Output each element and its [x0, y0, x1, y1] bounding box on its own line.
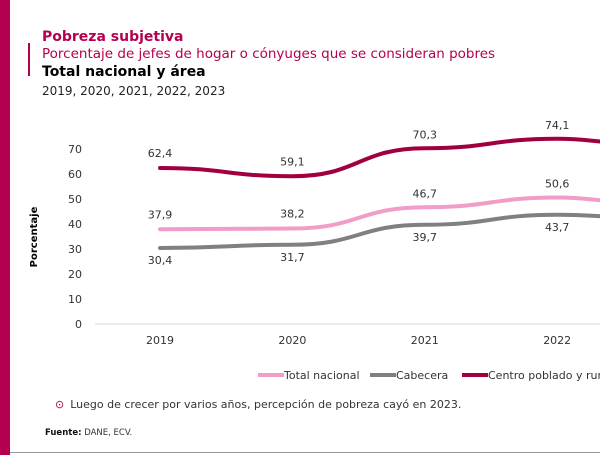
data-label: 37,9 [148, 208, 173, 221]
bottom-divider [10, 452, 600, 453]
data-label: 38,2 [280, 208, 305, 221]
data-label: 43,7 [545, 221, 570, 234]
data-label: 59,1 [280, 155, 305, 168]
x-tick-label: 2021 [411, 334, 439, 347]
data-label: 39,7 [413, 231, 438, 244]
series-line-1 [158, 212, 600, 250]
source-text: DANE, ECV. [84, 428, 133, 438]
y-tick-label: 0 [75, 318, 82, 331]
y-tick-label: 70 [68, 143, 82, 156]
source-label: Fuente: [45, 428, 82, 438]
chart-subtitle: Porcentaje de jefes de hogar o cónyuges … [42, 46, 496, 62]
note: ⊙ Luego de crecer por varios años, percep… [55, 398, 461, 411]
source: Fuente: DANE, ECV. [45, 428, 132, 438]
brand-side-bar [0, 0, 10, 455]
y-tick-label: 50 [68, 193, 82, 206]
y-tick-label: 10 [68, 293, 82, 306]
y-tick-label: 20 [68, 268, 82, 281]
x-tick-label: 2019 [146, 334, 174, 347]
data-label: 46,7 [413, 187, 438, 200]
title-accent-bar [28, 43, 30, 76]
y-tick-label: 60 [68, 168, 82, 181]
data-label: 70,3 [413, 128, 438, 141]
legend-label: Cabecera [396, 369, 448, 382]
note-text: Luego de crecer por varios años, percepc… [70, 398, 462, 411]
y-tick-label: 40 [68, 218, 82, 231]
data-label: 62,4 [148, 147, 173, 160]
x-tick-label: 2022 [543, 334, 571, 347]
x-tick-label: 2020 [278, 334, 306, 347]
data-label: 74,1 [545, 119, 570, 132]
circle-dot-icon: ⊙ [55, 398, 65, 411]
chart-years: 2019, 2020, 2021, 2022, 2023 [42, 84, 226, 98]
y-tick-label: 30 [68, 243, 82, 256]
chart-scope: Total nacional y área [42, 64, 206, 80]
y-axis-label: Porcentaje [29, 206, 40, 267]
data-label: 30,4 [148, 254, 173, 267]
data-label: 31,7 [280, 251, 305, 264]
chart-title: Pobreza subjetiva [42, 29, 184, 45]
legend-label: Total nacional [283, 369, 360, 382]
series-line-2 [158, 136, 600, 179]
legend-label: Centro poblado y rural [488, 369, 600, 382]
data-label: 50,6 [545, 178, 570, 191]
series-line-0 [158, 195, 600, 232]
